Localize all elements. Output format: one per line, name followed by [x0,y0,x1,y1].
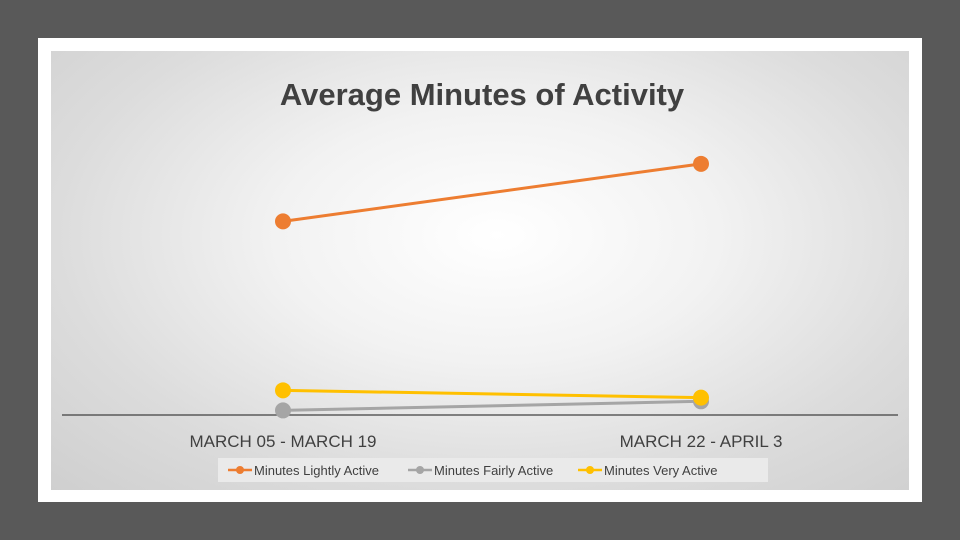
legend-item-minutes-fairly-active: Minutes Fairly Active [408,463,553,478]
series-minutes-very-active [275,382,709,406]
legend-label: Minutes Very Active [604,463,717,478]
category-labels: MARCH 05 - MARCH 19 MARCH 22 - APRIL 3 [189,432,782,451]
data-point-minutes-lightly-active-1 [275,213,291,230]
legend: Minutes Lightly Active Minutes Fairly Act… [218,458,768,482]
legend-item-minutes-lightly-active: Minutes Lightly Active [228,463,379,478]
legend-marker [236,466,244,474]
chart-area: Average Minutes of Activity MARCH 05 - M… [51,51,909,490]
series-line-minutes-very-active [282,388,702,400]
category-label: MARCH 05 - MARCH 19 [189,432,376,451]
legend-label: Minutes Fairly Active [434,463,553,478]
category-label: MARCH 22 - APRIL 3 [620,432,783,451]
data-point-minutes-very-active-1 [275,382,291,399]
series-layer [275,155,709,419]
legend-marker [586,466,594,474]
data-point-minutes-very-active-2 [693,389,709,406]
data-point-minutes-lightly-active-2 [693,155,709,172]
legend-marker [416,466,424,474]
legend-box [218,458,768,482]
series-line-minutes-lightly-active [282,162,702,223]
chart-title: Average Minutes of Activity [280,77,685,112]
legend-item-minutes-very-active: Minutes Very Active [578,463,717,478]
line-chart: Average Minutes of Activity MARCH 05 - M… [62,77,898,482]
series-minutes-lightly-active [275,155,709,230]
data-point-minutes-fairly-active-1 [275,402,291,419]
legend-label: Minutes Lightly Active [254,463,379,478]
series-line-minutes-fairly-active [282,399,702,412]
slide-frame: Average Minutes of Activity MARCH 05 - M… [38,38,922,502]
